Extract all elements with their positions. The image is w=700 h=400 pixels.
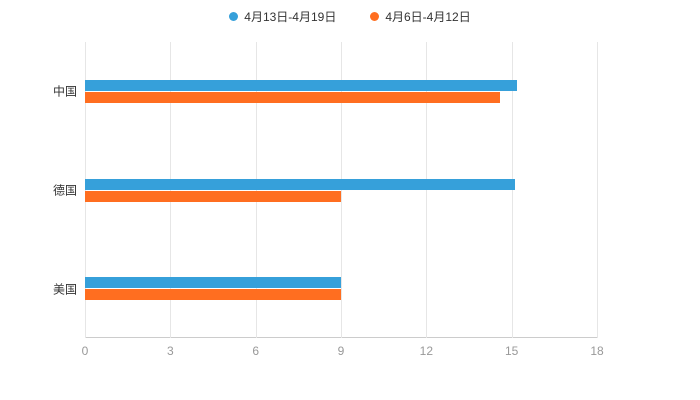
legend-label: 4月6日-4月12日	[385, 10, 471, 24]
gridline	[85, 42, 86, 338]
category-label: 中国	[52, 84, 77, 99]
category-label: 德国	[52, 183, 77, 198]
chart-legend: 4月13日-4月19日 4月6日-4月12日	[0, 8, 700, 25]
bar-4月6日-4月12日-美国[interactable]	[85, 289, 341, 301]
legend-item-series-1[interactable]: 4月13日-4月19日	[229, 8, 336, 25]
legend-dot-icon	[229, 12, 239, 21]
legend-dot-icon	[370, 12, 380, 21]
x-tick-label: 18	[590, 344, 604, 358]
bar-4月6日-4月12日-德国[interactable]	[85, 190, 341, 202]
bar-4月13日-4月19日-中国[interactable]	[85, 79, 518, 91]
x-tick-label: 12	[419, 344, 434, 358]
gridline	[255, 42, 257, 338]
x-tick-label: 0	[81, 344, 89, 358]
x-tick-label: 6	[252, 344, 259, 358]
x-tick-label: 3	[166, 344, 174, 358]
gridline	[511, 42, 513, 338]
legend-item-series-2[interactable]: 4月6日-4月12日	[370, 8, 471, 25]
gridline	[426, 42, 428, 338]
category-label: 美国	[52, 282, 77, 297]
gridline	[170, 42, 172, 338]
bar-4月6日-4月12日-中国[interactable]	[85, 91, 501, 103]
x-tick-label: 9	[337, 344, 345, 358]
bar-4月13日-4月19日-德国[interactable]	[85, 178, 515, 190]
gridline	[341, 42, 342, 338]
legend-label: 4月13日-4月19日	[244, 10, 337, 24]
plot-area: 0 3 6 9 12 15 18 中国德国美国	[53, 42, 604, 358]
gridline	[597, 42, 598, 338]
x-tick-label: 15	[504, 344, 519, 358]
bar-4月13日-4月19日-美国[interactable]	[85, 277, 341, 289]
